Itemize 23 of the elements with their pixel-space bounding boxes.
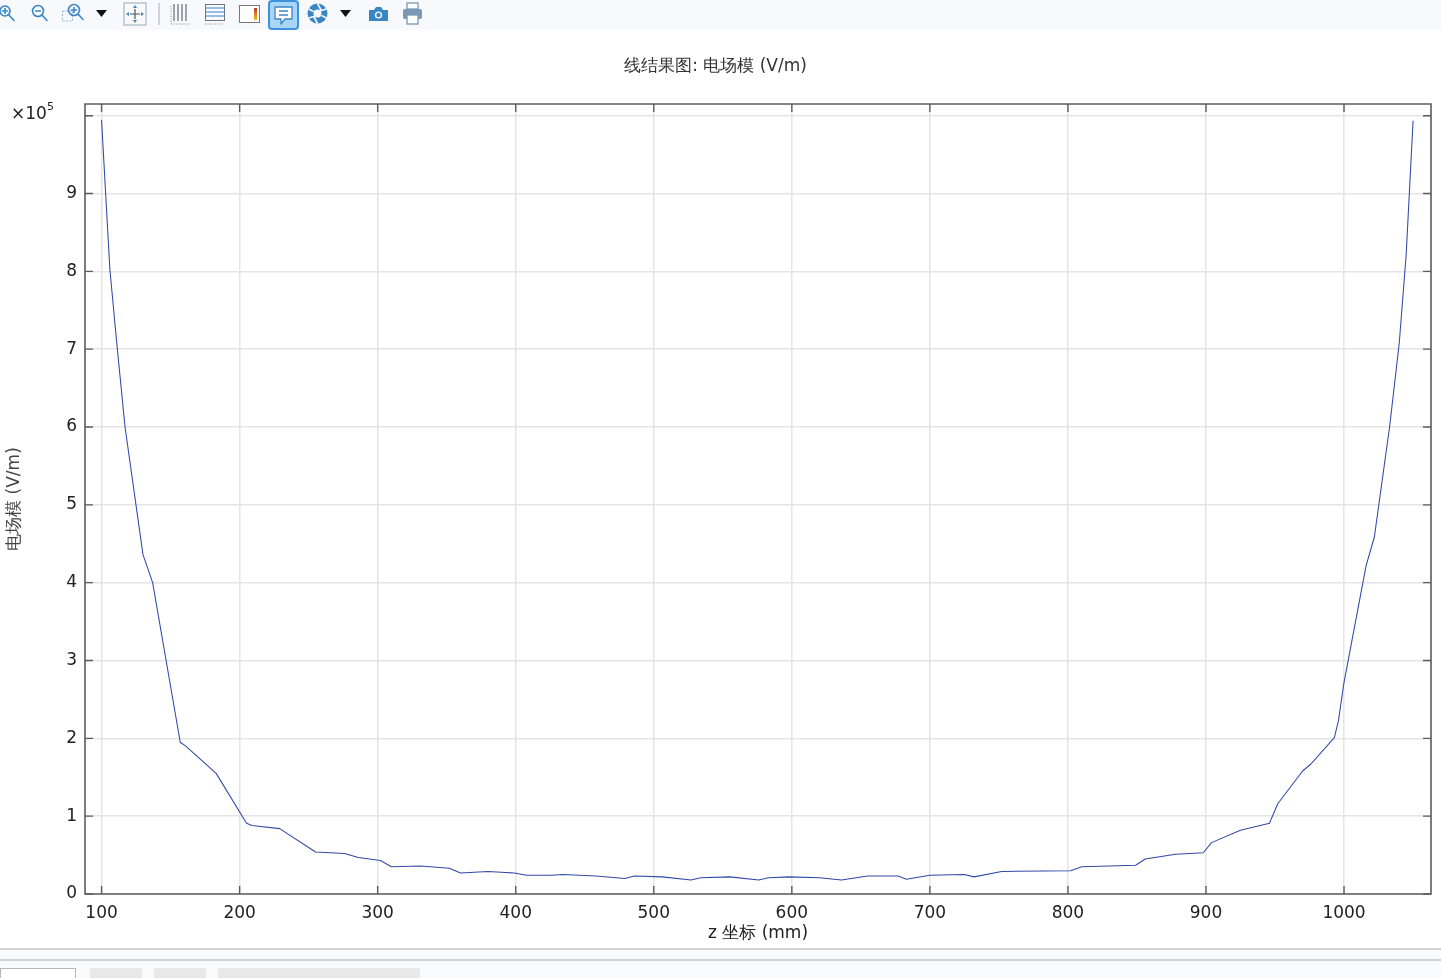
y-tick-label: 5 <box>66 493 77 514</box>
chart-title: 线结果图: 电场模 (V/m) <box>624 54 807 75</box>
x-tick-label: 600 <box>775 901 809 922</box>
x-tick-label: 300 <box>361 901 394 922</box>
y-tick-label: 8 <box>66 259 77 280</box>
y-tick-label: 3 <box>66 648 77 669</box>
x-tick-label: 400 <box>499 901 532 922</box>
x-axis-title: z 坐标 (mm) <box>707 922 809 943</box>
y-tick-label: 7 <box>66 337 77 358</box>
x-tick-label: 500 <box>637 901 670 922</box>
x-tick-label: 800 <box>1051 901 1085 922</box>
y-tick-label: 9 <box>66 181 77 202</box>
y-tick-label: 6 <box>66 415 77 436</box>
x-tick-label: 200 <box>223 901 256 922</box>
x-tick-label: 700 <box>913 901 947 922</box>
y-tick-label: 2 <box>66 726 77 747</box>
x-tick-label: 1000 <box>1322 901 1366 922</box>
y-tick-label: 4 <box>66 571 77 592</box>
y-axis-title: 电场模 (V/m) <box>2 447 23 551</box>
x-tick-label: 900 <box>1189 901 1223 922</box>
x-tick-label: 100 <box>85 901 118 922</box>
y-tick-label: 1 <box>66 804 77 825</box>
y-tick-label: 0 <box>66 882 77 903</box>
